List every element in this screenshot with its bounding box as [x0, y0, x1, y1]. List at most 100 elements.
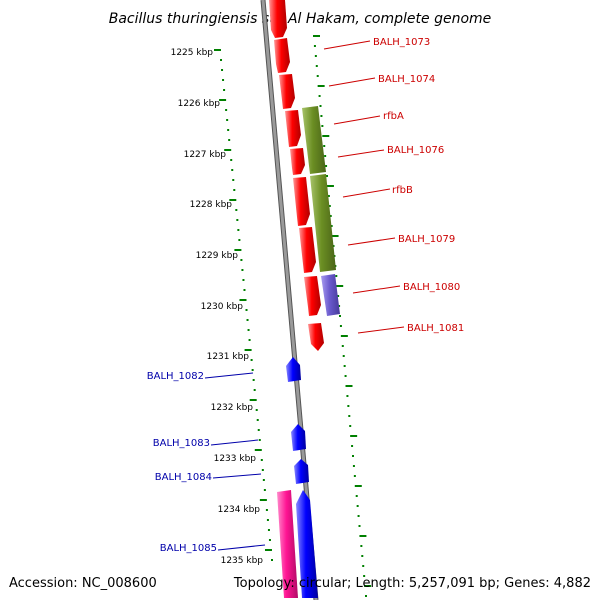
- label-balh-1079[interactable]: BALH_1079: [398, 234, 455, 245]
- minor-tick: [241, 269, 244, 271]
- minor-tick: [321, 125, 324, 127]
- gene-olive-1[interactable]: [302, 106, 326, 174]
- label-rfba[interactable]: rfbA: [383, 111, 404, 122]
- gene-balh-1082[interactable]: [286, 357, 301, 382]
- minor-tick: [236, 219, 239, 221]
- label-balh-1083[interactable]: BALH_1083: [153, 438, 210, 449]
- minor-tick: [220, 59, 223, 61]
- minor-tick: [316, 75, 319, 77]
- gene-olive-2[interactable]: [310, 174, 336, 272]
- minor-tick: [235, 209, 238, 211]
- minor-tick: [256, 419, 259, 421]
- minor-tick: [363, 575, 366, 577]
- minor-tick: [338, 305, 341, 307]
- gene-balh-1081[interactable]: [308, 323, 324, 351]
- minor-tick: [228, 139, 231, 141]
- label-balh-1084[interactable]: BALH_1084: [155, 472, 212, 483]
- minor-tick: [246, 319, 249, 321]
- gene-balh-1085[interactable]: [277, 490, 298, 598]
- minor-tick: [222, 79, 225, 81]
- minor-tick: [320, 115, 323, 117]
- gene-balh-1076[interactable]: [290, 148, 305, 175]
- gene-balh-1083[interactable]: [291, 424, 306, 451]
- gene-rfba[interactable]: [285, 110, 301, 147]
- minor-tick: [324, 155, 327, 157]
- scale-label-1225: 1225 kbp: [171, 48, 214, 58]
- major-tick: [359, 535, 367, 537]
- minor-tick: [248, 339, 251, 341]
- label-rfbb[interactable]: rfbB: [392, 185, 413, 196]
- accession-text: Accession: NC_008600: [9, 576, 157, 591]
- scale-labels: 1225 kbp 1226 kbp 1227 kbp 1228 kbp 1229…: [171, 48, 264, 566]
- major-tick: [264, 549, 272, 551]
- minor-tick: [346, 395, 349, 397]
- gene-balh-1072[interactable]: [269, 0, 287, 38]
- gene-balh-1074[interactable]: [279, 74, 295, 109]
- leader-balh-1079: [347, 237, 396, 246]
- minor-tick: [365, 595, 367, 597]
- major-tick: [326, 185, 334, 187]
- minor-tick: [327, 195, 330, 197]
- minor-tick: [253, 389, 256, 391]
- minor-tick: [352, 455, 354, 457]
- scale-label-1229: 1229 kbp: [196, 251, 239, 261]
- label-balh-1076[interactable]: BALH_1076: [387, 145, 444, 156]
- topology-text: Topology: circular; Length: 5,257,091 bp…: [233, 576, 591, 591]
- label-balh-1073[interactable]: BALH_1073: [373, 37, 430, 48]
- minor-tick: [351, 445, 354, 447]
- major-tick: [350, 435, 358, 437]
- minor-tick: [243, 289, 246, 291]
- label-balh-1074[interactable]: BALH_1074: [378, 74, 435, 85]
- minor-tick: [330, 225, 333, 227]
- minor-tick: [231, 169, 234, 171]
- minor-tick: [252, 379, 255, 381]
- minor-tick: [353, 475, 356, 477]
- leader-balh-1084: [212, 473, 262, 479]
- major-tick: [313, 35, 320, 37]
- minor-tick: [255, 409, 258, 411]
- minor-tick: [261, 469, 264, 471]
- minor-tick: [323, 145, 326, 147]
- gene-balh-1080-partner[interactable]: [321, 274, 340, 316]
- leader-balh-1073: [323, 40, 371, 50]
- minor-tick: [265, 509, 268, 511]
- minor-tick: [233, 189, 236, 191]
- minor-tick: [227, 129, 230, 131]
- label-balh-1080[interactable]: BALH_1080: [403, 282, 460, 293]
- minor-tick: [348, 415, 351, 417]
- minor-tick: [245, 309, 248, 311]
- minor-tick: [221, 69, 224, 71]
- gene-balh-1080[interactable]: [304, 276, 321, 316]
- minor-tick: [240, 259, 243, 261]
- major-tick: [239, 299, 247, 301]
- minor-tick: [326, 175, 328, 177]
- minor-tick: [335, 275, 338, 277]
- minor-tick: [251, 369, 254, 371]
- major-tick: [244, 349, 252, 351]
- label-balh-1081[interactable]: BALH_1081: [407, 323, 464, 334]
- minor-tick: [258, 439, 261, 441]
- major-tick: [317, 85, 325, 87]
- gene-balh-1086[interactable]: [296, 490, 318, 598]
- major-tick: [214, 49, 221, 51]
- gene-balh-1079[interactable]: [299, 227, 316, 273]
- minor-tick: [342, 355, 345, 357]
- leader-balh-1074: [328, 77, 376, 87]
- reverse-genes: [286, 357, 309, 484]
- gene-rfbb[interactable]: [293, 177, 310, 226]
- leader-balh-1085: [217, 544, 266, 551]
- label-balh-1082[interactable]: BALH_1082: [147, 371, 204, 382]
- minor-tick: [328, 205, 331, 207]
- major-tick: [331, 235, 339, 237]
- major-tick: [249, 399, 257, 401]
- minor-tick: [247, 329, 250, 331]
- minor-tick: [314, 55, 317, 57]
- gene-balh-1073[interactable]: [274, 38, 290, 73]
- minor-tick: [225, 109, 228, 111]
- scale-label-1234: 1234 kbp: [218, 505, 261, 515]
- minor-tick: [349, 425, 352, 427]
- label-balh-1085[interactable]: BALH_1085: [160, 543, 217, 554]
- leader-balh-1083: [210, 439, 259, 446]
- gene-balh-1084[interactable]: [294, 459, 309, 484]
- minor-tick: [260, 459, 263, 461]
